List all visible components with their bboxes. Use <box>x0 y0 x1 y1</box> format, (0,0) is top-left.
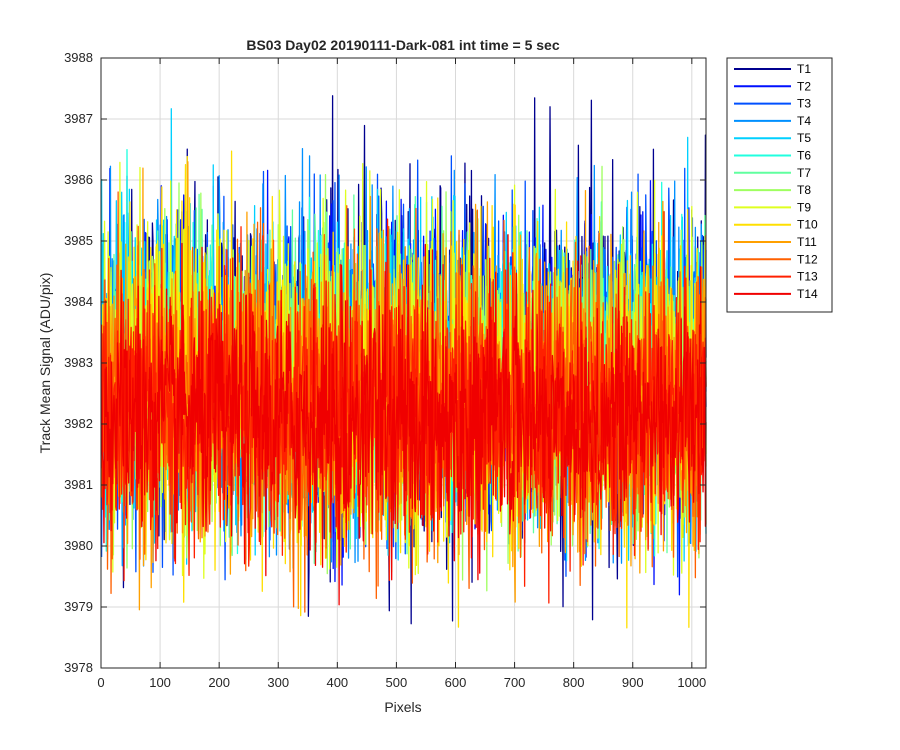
x-tick-label: 1000 <box>677 675 706 690</box>
y-tick-label: 3983 <box>64 355 93 370</box>
y-tick-label: 3978 <box>64 660 93 675</box>
legend-label-t4: T4 <box>797 114 811 128</box>
legend-label-t8: T8 <box>797 183 811 197</box>
x-tick-label: 500 <box>386 675 408 690</box>
legend-label-t11: T11 <box>797 235 817 249</box>
y-tick-label: 3988 <box>64 50 93 65</box>
legend-label-t10: T10 <box>797 218 818 232</box>
x-tick-label: 800 <box>563 675 585 690</box>
series-layer <box>100 95 707 629</box>
y-tick-label: 3985 <box>64 233 93 248</box>
x-tick-label: 600 <box>445 675 467 690</box>
x-tick-label: 700 <box>504 675 526 690</box>
legend-label-t1: T1 <box>797 62 811 76</box>
legend-box <box>726 57 833 313</box>
y-tick-label: 3987 <box>64 111 93 126</box>
legend-label-t2: T2 <box>797 79 811 93</box>
x-tick-label: 900 <box>622 675 644 690</box>
axis-ticks: 0 100 200 300 400 500 600 700 800 900 1000 3978 3979… <box>64 50 706 690</box>
legend-label-t14: T14 <box>797 287 818 301</box>
x-tick-label: 100 <box>149 675 171 690</box>
legend: T1 T2 T3 T4 T5 T6 T7 T8 T9 T10 T11 T12 T13 T14 <box>726 57 833 313</box>
series-line-t14 <box>100 242 707 606</box>
y-axis-label: Track Mean Signal (ADU/pix) <box>37 273 53 454</box>
y-tick-label: 3984 <box>64 294 93 309</box>
legend-label-t5: T5 <box>797 131 811 145</box>
legend-label-t3: T3 <box>797 97 811 111</box>
legend-label-t12: T12 <box>797 252 818 266</box>
y-tick-label: 3979 <box>64 599 93 614</box>
x-tick-label: 0 <box>97 675 104 690</box>
x-tick-label: 300 <box>267 675 289 690</box>
y-tick-label: 3980 <box>64 538 93 553</box>
legend-label-t9: T9 <box>797 200 811 214</box>
y-tick-label: 3986 <box>64 172 93 187</box>
x-tick-label: 400 <box>326 675 348 690</box>
x-axis-label: Pixels <box>384 699 421 715</box>
chart-title: BS03 Day02 20190111-Dark-081 int time = … <box>246 37 559 53</box>
x-tick-label: 200 <box>208 675 230 690</box>
legend-label-t6: T6 <box>797 149 811 163</box>
y-tick-label: 3982 <box>64 416 93 431</box>
legend-label-t7: T7 <box>797 166 811 180</box>
legend-label-t13: T13 <box>797 270 818 284</box>
y-tick-label: 3981 <box>64 477 93 492</box>
